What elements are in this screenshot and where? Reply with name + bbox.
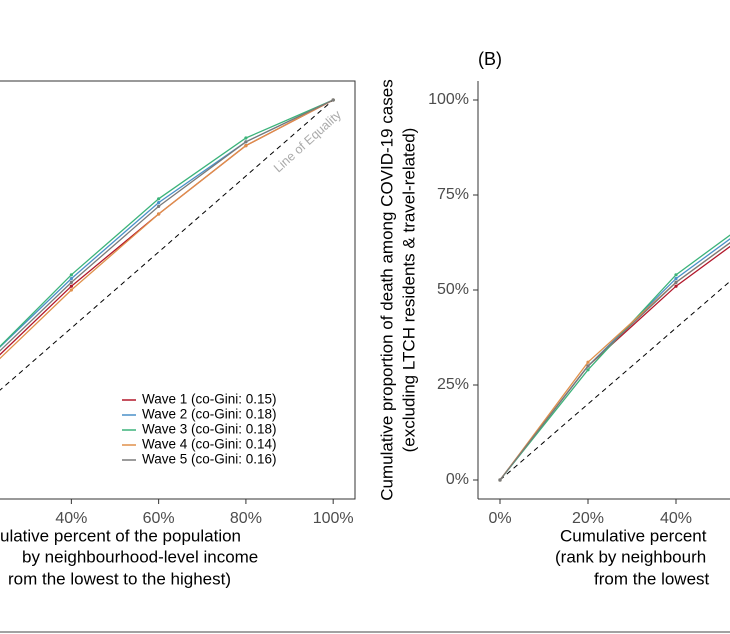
point	[498, 478, 502, 482]
series-line	[499, 245, 730, 481]
x-axis-label: ulative percent of the population	[0, 526, 241, 545]
point	[586, 360, 590, 364]
y-tick-label: 25%	[437, 376, 469, 393]
point	[69, 280, 73, 284]
equality-line	[499, 280, 730, 481]
point	[69, 288, 73, 292]
y-tick-label: 0%	[446, 471, 469, 488]
point	[244, 144, 248, 148]
point	[331, 98, 335, 102]
series-line	[0, 99, 334, 352]
point	[586, 364, 590, 368]
x-tick-label: 40%	[660, 510, 692, 527]
point	[244, 140, 248, 144]
point	[674, 284, 678, 288]
point	[674, 280, 678, 284]
legend-label: Wave 2 (co-Gini: 0.18)	[142, 407, 277, 422]
plot-frame	[0, 80, 356, 500]
series-line	[0, 99, 334, 360]
x-tick-label: 100%	[313, 510, 354, 527]
point	[244, 136, 248, 140]
annotation: Line of Equality	[271, 107, 344, 175]
series-line	[499, 238, 730, 481]
y-axis-label: (excluding LTCH residents & travel-relat…	[399, 128, 418, 453]
y-axis-label: Cumulative proportion of death among COV…	[377, 79, 396, 500]
point	[586, 368, 590, 372]
x-axis-label: (rank by neighbourh	[555, 547, 706, 566]
y-tick-label: 100%	[428, 91, 469, 108]
legend-label: Wave 1 (co-Gini: 0.15)	[142, 392, 277, 407]
point	[674, 277, 678, 281]
series-line	[0, 99, 334, 348]
x-tick-label: 40%	[55, 510, 87, 527]
point	[157, 197, 161, 201]
point	[157, 204, 161, 208]
x-tick-label: 0%	[488, 510, 511, 527]
x-axis-label: by neighbourhood-level income	[22, 547, 258, 566]
series-line	[499, 241, 730, 481]
point	[674, 273, 678, 277]
x-axis-label: rom the lowest to the highest)	[8, 569, 231, 588]
panel: 40% 60% 80% 100%Wave 1 (co-Gini: 0.15)Wave …	[0, 80, 356, 588]
point	[69, 284, 73, 288]
point	[157, 201, 161, 205]
x-axis-label: from the lowest	[594, 569, 710, 588]
x-tick-label: 60%	[143, 510, 175, 527]
legend-label: Wave 4 (co-Gini: 0.14)	[142, 437, 277, 452]
point	[157, 212, 161, 216]
x-tick-label: 20%	[572, 510, 604, 527]
y-tick-label: 50%	[437, 281, 469, 298]
x-tick-label: 80%	[230, 510, 262, 527]
equality-line	[0, 99, 334, 391]
series-line	[499, 241, 730, 481]
legend-label: Wave 5 (co-Gini: 0.16)	[142, 452, 277, 467]
y-tick-label: 75%	[437, 186, 469, 203]
x-axis-label: Cumulative percent	[560, 526, 707, 545]
point	[69, 273, 73, 277]
series-line	[499, 234, 730, 481]
panel-title: (B)	[478, 49, 502, 69]
point	[69, 277, 73, 281]
legend-label: Wave 3 (co-Gini: 0.18)	[142, 422, 277, 437]
panel: 0% 20% 40% 0% 25% 50% 75% 100% (B) Cumulative per…	[377, 49, 730, 588]
